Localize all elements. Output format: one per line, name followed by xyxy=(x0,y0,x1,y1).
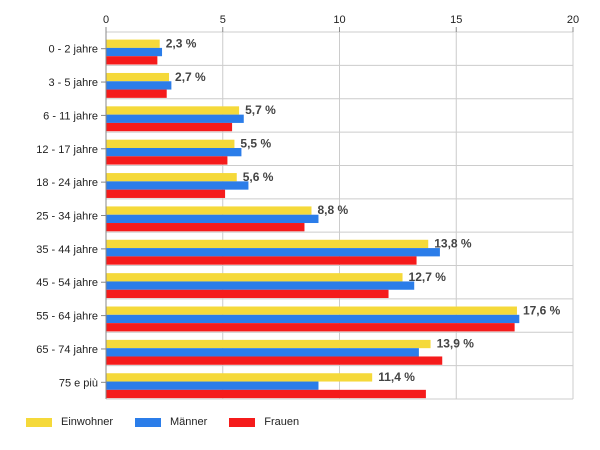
bar-frauen xyxy=(106,323,515,332)
legend-label: Einwohner xyxy=(61,416,113,428)
bar-frauen xyxy=(106,223,305,232)
legend-item: Frauen xyxy=(229,416,299,428)
bar-einwohner xyxy=(106,239,429,249)
data-label: 12,7 % xyxy=(409,270,447,284)
data-label: 5,5 % xyxy=(240,136,271,150)
legend-swatch xyxy=(134,417,161,427)
bar-m-nner xyxy=(106,147,242,157)
bar-m-nner xyxy=(106,181,249,190)
bar-frauen xyxy=(106,356,443,365)
bar-frauen xyxy=(106,122,233,132)
data-label: 5,6 % xyxy=(243,170,274,184)
data-label: 11,4 % xyxy=(378,370,415,384)
x-tick-label: 15 xyxy=(450,14,462,26)
bar-einwohner xyxy=(106,373,373,382)
data-label: 2,7 % xyxy=(175,70,206,84)
legend-label: Frauen xyxy=(264,416,300,428)
category-label: 75 e più xyxy=(59,377,98,389)
bar-einwohner xyxy=(106,39,160,48)
category-axis: 0 - 2 jahre 3 - 5 jahre 6 - 11 jahre 12 - 1… xyxy=(36,32,107,399)
data-label: 17,6 % xyxy=(523,303,561,317)
bar-m-nner xyxy=(106,381,319,390)
bar-m-nner xyxy=(106,81,172,90)
data-label: 8,8 % xyxy=(317,203,348,217)
x-axis-ticks: 0 5 10 15 20 xyxy=(103,14,579,32)
bar-frauen xyxy=(106,56,158,65)
bars xyxy=(106,39,520,399)
bar-einwohner xyxy=(106,72,170,82)
bar-einwohner xyxy=(106,139,235,148)
bar-einwohner xyxy=(106,306,517,315)
bar-m-nner xyxy=(106,314,520,324)
category-label: 3 - 5 jahre xyxy=(48,77,98,89)
bar-frauen xyxy=(106,189,226,198)
bar-frauen xyxy=(106,389,426,399)
bar-frauen xyxy=(106,89,167,98)
legend-item: Männer xyxy=(134,416,208,428)
category-label: 45 - 54 jahre xyxy=(36,277,98,289)
bar-einwohner xyxy=(106,173,237,182)
category-label: 35 - 44 jahre xyxy=(36,244,98,256)
x-tick-label: 5 xyxy=(220,14,226,26)
category-label: 55 - 64 jahre xyxy=(36,311,98,323)
bar-m-nner xyxy=(106,348,419,357)
bar-m-nner xyxy=(106,248,440,257)
legend-swatch xyxy=(229,417,256,427)
legend-label: Männer xyxy=(169,416,208,428)
bar-m-nner xyxy=(106,114,244,123)
bar-m-nner xyxy=(106,214,319,224)
bar-einwohner xyxy=(106,273,403,282)
x-tick-label: 0 xyxy=(103,14,109,26)
data-label: 13,9 % xyxy=(437,337,475,351)
category-label: 25 - 34 jahre xyxy=(36,211,98,223)
data-labels: 2,3 % 2,7 % 5,7 % 5,5 % 5,6 % 8,8 % 13,8 % 12,7… xyxy=(166,36,561,384)
bar-frauen xyxy=(106,156,228,165)
bar-einwohner xyxy=(106,106,240,115)
legend-swatch xyxy=(26,417,52,427)
bar-m-nner xyxy=(106,281,415,290)
bar-einwohner xyxy=(106,206,312,215)
bar-frauen xyxy=(106,289,389,299)
category-label: 6 - 11 jahre xyxy=(43,110,98,122)
legend-item: Einwohner xyxy=(26,416,113,428)
category-label: 0 - 2 jahre xyxy=(48,44,98,56)
data-label: 5,7 % xyxy=(245,103,276,117)
data-label: 13,8 % xyxy=(434,237,472,251)
category-label: 18 - 24 jahre xyxy=(36,177,98,189)
legend: Einwohner Männer Frauen xyxy=(26,416,321,428)
bar-m-nner xyxy=(106,47,163,57)
x-tick-label: 20 xyxy=(567,14,579,26)
bar-frauen xyxy=(106,256,417,265)
category-label: 12 - 17 jahre xyxy=(36,144,98,156)
x-tick-label: 10 xyxy=(333,14,345,26)
bar-einwohner xyxy=(106,339,431,349)
data-label: 2,3 % xyxy=(166,36,197,50)
category-label: 65 - 74 jahre xyxy=(36,344,98,356)
